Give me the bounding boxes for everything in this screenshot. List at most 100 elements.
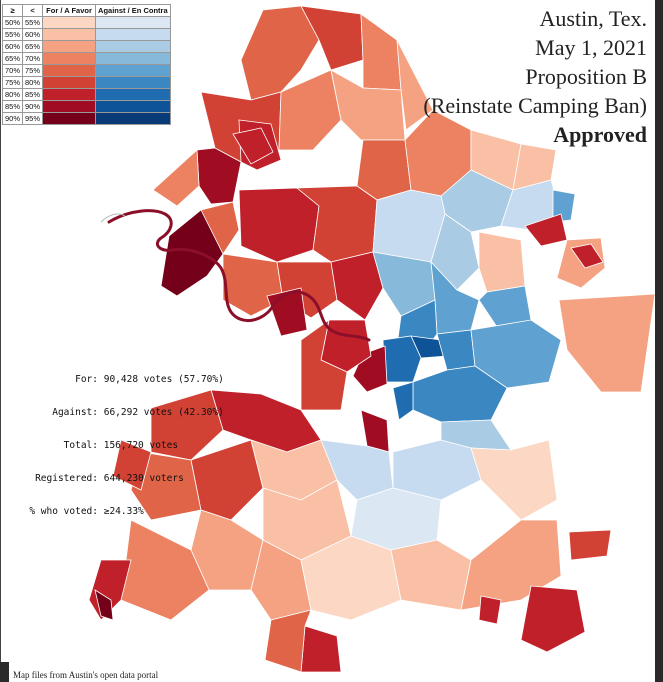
- precinct-for: [160, 209, 224, 297]
- stats-label: Total:: [63, 440, 98, 451]
- legend-max-header: <: [22, 4, 44, 17]
- stats-value: 156,720 votes: [103, 440, 179, 451]
- stats-value: 90,428 votes (57.70%): [103, 374, 224, 385]
- precinct-for: [478, 595, 502, 625]
- precinct-for: [356, 139, 412, 201]
- legend-min: 90%: [1, 112, 24, 125]
- lake-outline: [100, 213, 126, 223]
- legend-against-swatch: [95, 40, 171, 53]
- legend-for-swatch: [42, 64, 97, 77]
- legend-for-swatch: [42, 40, 97, 53]
- stats-row-against: Against: 66,292 votes (42.30%): [21, 407, 224, 418]
- title-date: May 1, 2021: [535, 35, 647, 60]
- legend-for-swatch: [42, 76, 97, 89]
- precinct-for: [396, 39, 434, 131]
- precinct-for: [330, 251, 384, 321]
- precinct-for: [478, 231, 526, 293]
- stats-row-for: For: 90,428 votes (57.70%): [21, 374, 224, 385]
- legend-min: 50%: [1, 16, 24, 29]
- legend-max: 65%: [22, 40, 44, 53]
- precinct-for: [94, 589, 114, 621]
- legend-against-swatch: [95, 88, 171, 101]
- precinct-against: [436, 329, 476, 371]
- precinct-against: [430, 213, 480, 291]
- legend-row: 85% 90%: [1, 100, 171, 113]
- stats-row-turnout: % who voted: ≥24.33%: [21, 506, 224, 517]
- stats-value: 644,230 voters: [103, 473, 184, 484]
- precinct-for: [112, 439, 152, 491]
- legend-for-swatch: [42, 112, 97, 125]
- precinct-for: [300, 5, 364, 71]
- legend-row: 75% 80%: [1, 76, 171, 89]
- title-proposition: Proposition B: [525, 64, 647, 89]
- legend-min: 60%: [1, 40, 24, 53]
- precinct-for: [190, 439, 264, 521]
- stats-label: For:: [75, 374, 98, 385]
- legend-min: 55%: [1, 28, 24, 41]
- precinct-for: [512, 143, 557, 191]
- precinct-against: [412, 365, 508, 423]
- legend-min: 85%: [1, 100, 24, 113]
- stats-row-total: Total: 156,720 votes: [21, 440, 224, 451]
- precinct-for: [266, 287, 308, 337]
- legend-row: 65% 70%: [1, 52, 171, 65]
- legend-for-swatch: [42, 28, 97, 41]
- precinct-for: [558, 293, 655, 393]
- stats-row-registered: Registered: 644,230 voters: [21, 473, 224, 484]
- legend-max: 95%: [22, 112, 44, 125]
- precinct-for: [152, 149, 200, 207]
- legend-for-swatch: [42, 16, 97, 29]
- legend-row: 55% 60%: [1, 28, 171, 41]
- legend-for-header: For / A Favor: [42, 4, 97, 17]
- legend-row: 60% 65%: [1, 40, 171, 53]
- precinct-for: [360, 13, 402, 91]
- title-result: Approved: [553, 122, 647, 147]
- legend-min: 65%: [1, 52, 24, 65]
- legend-max: 55%: [22, 16, 44, 29]
- legend-against-header: Against / En Contra: [95, 4, 171, 17]
- legend-max: 70%: [22, 52, 44, 65]
- precinct-against: [392, 381, 414, 421]
- legend-against-swatch: [95, 64, 171, 77]
- legend-against-swatch: [95, 112, 171, 125]
- stats-value: ≥24.33%: [103, 506, 144, 517]
- legend: ≥ < For / A Favor Against / En Contra 50…: [1, 4, 171, 125]
- title-subtitle: (Reinstate Camping Ban): [423, 93, 647, 118]
- legend-for-swatch: [42, 52, 97, 65]
- legend-header: ≥ < For / A Favor Against / En Contra: [1, 4, 171, 17]
- precinct-layer: [88, 5, 655, 673]
- legend-min: 70%: [1, 64, 24, 77]
- legend-against-swatch: [95, 52, 171, 65]
- legend-against-swatch: [95, 100, 171, 113]
- legend-min: 80%: [1, 88, 24, 101]
- legend-body: 50% 55% 55% 60% 60% 65% 65% 70% 70% 75% 75% 80% 80% 8…: [1, 16, 171, 125]
- legend-min: 75%: [1, 76, 24, 89]
- precinct-for: [568, 529, 612, 561]
- legend-max: 90%: [22, 100, 44, 113]
- legend-max: 75%: [22, 64, 44, 77]
- precinct-for: [232, 127, 274, 165]
- precinct-for: [264, 609, 312, 673]
- legend-for-swatch: [42, 88, 97, 101]
- frame-corner: [0, 662, 9, 682]
- source-note: Map files from Austin's open data portal: [13, 670, 159, 680]
- colorado-river: [107, 209, 371, 342]
- precinct-for: [570, 243, 604, 269]
- precinct-for: [222, 253, 284, 317]
- legend-max: 85%: [22, 88, 44, 101]
- precinct-for: [390, 539, 472, 611]
- legend-row: 90% 95%: [1, 112, 171, 125]
- map-title: Austin, Tex. May 1, 2021 Proposition B (…: [423, 4, 647, 149]
- legend-max: 60%: [22, 28, 44, 41]
- precinct-against: [552, 189, 576, 223]
- legend-row: 80% 85%: [1, 88, 171, 101]
- legend-row: 50% 55%: [1, 16, 171, 29]
- legend-against-swatch: [95, 16, 171, 29]
- precinct-for: [470, 439, 558, 521]
- title-city: Austin, Tex.: [539, 6, 647, 31]
- stats-label: % who voted:: [29, 506, 98, 517]
- legend-row: 70% 75%: [1, 64, 171, 77]
